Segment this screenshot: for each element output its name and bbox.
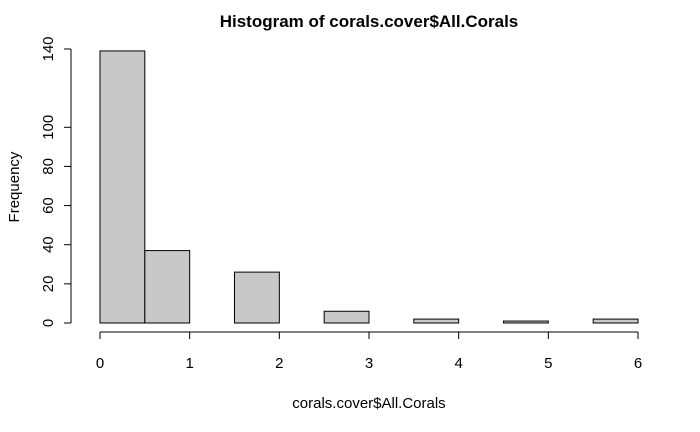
histogram-bar-5 <box>323 310 370 324</box>
y-tick-label: 100 <box>40 115 57 140</box>
histogram-bar-3 <box>234 271 280 324</box>
histogram-bar-0 <box>99 50 146 324</box>
y-axis-label: Frequency <box>6 151 23 222</box>
x-tick-label: 0 <box>96 355 104 372</box>
x-tick-label: 2 <box>275 355 283 372</box>
histogram-bar-9 <box>503 320 549 324</box>
x-axis: 0 1 2 3 4 5 6 <box>96 331 642 372</box>
histogram-bar-11 <box>592 318 639 324</box>
chart-title: Histogram of corals.cover$All.Corals <box>220 12 519 31</box>
y-tick-label: 0 <box>40 319 57 327</box>
x-axis-label: corals.cover$All.Corals <box>292 395 445 412</box>
histogram-bar-1 <box>144 250 191 324</box>
y-tick-label: 60 <box>40 197 57 214</box>
y-tick-label: 40 <box>40 236 57 253</box>
y-tick-label: 20 <box>40 276 57 293</box>
x-tick-label: 6 <box>634 355 642 372</box>
y-tick-label: 80 <box>40 158 57 175</box>
y-axis: 0 20 40 60 80 100 140 <box>40 36 72 327</box>
y-tick-label: 140 <box>40 36 57 61</box>
bars-group <box>99 50 639 324</box>
x-tick-label: 3 <box>365 355 373 372</box>
x-tick-label: 4 <box>454 355 462 372</box>
histogram-bar-7 <box>413 318 460 324</box>
x-tick-label: 1 <box>185 355 193 372</box>
x-tick-label: 5 <box>544 355 552 372</box>
